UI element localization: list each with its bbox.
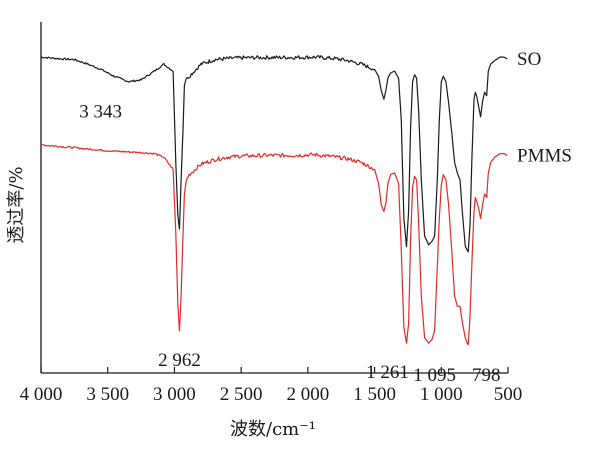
x-tick-label: 3 000 bbox=[153, 384, 196, 405]
series-line-pmms bbox=[40, 143, 508, 346]
legend-label-so: SO bbox=[517, 49, 541, 70]
legend-layer: SO PMMS bbox=[517, 49, 572, 167]
legend-label-pmms: PMMS bbox=[517, 145, 572, 166]
x-tick-label: 500 bbox=[494, 384, 523, 405]
x-tick-label: 2 000 bbox=[286, 384, 329, 405]
axes bbox=[40, 22, 508, 374]
x-tick-label: 2 500 bbox=[220, 384, 263, 405]
x-ticks: 4 000 3 500 3 000 2 500 2 000 1 500 1 000 500 bbox=[20, 367, 523, 405]
peak-annotation: 798 bbox=[472, 365, 501, 386]
series-line-so bbox=[41, 55, 508, 253]
x-tick-label: 3 500 bbox=[86, 384, 129, 405]
peak-annotation: 1 095 bbox=[413, 365, 456, 386]
x-axis-title: 波数/cm⁻¹ bbox=[230, 419, 316, 440]
annotation-layer: 3 343 2 962 1 261 1 095 798 bbox=[79, 102, 500, 386]
x-tick-label: 1 500 bbox=[353, 384, 396, 405]
peak-annotation: 1 261 bbox=[366, 362, 409, 383]
peak-annotation: 3 343 bbox=[79, 102, 122, 123]
x-tick-label: 4 000 bbox=[20, 384, 63, 405]
series-layer bbox=[40, 55, 508, 346]
x-tick-label: 1 000 bbox=[420, 384, 463, 405]
y-axis-title: 透过率/% bbox=[6, 166, 27, 243]
peak-annotation: 2 962 bbox=[158, 350, 201, 371]
